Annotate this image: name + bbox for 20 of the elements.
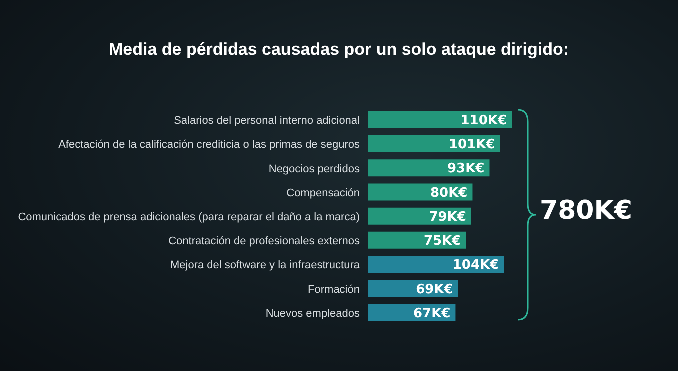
data-label: 101K€	[448, 138, 496, 153]
data-label: 69K€	[416, 282, 454, 298]
data-label: 79K€	[429, 210, 466, 225]
data-label: 104K€	[452, 258, 500, 274]
y-tick-label: Contratación de profesionales externos	[168, 236, 360, 248]
chart-title: Media de pérdidas causadas por un solo ataque dirigido:	[108, 40, 570, 60]
y-tick-label: Nuevos empleados	[266, 308, 360, 320]
y-tick-label: Salarios del personal interno adicional	[174, 115, 360, 128]
data-label: 93K€	[448, 162, 485, 177]
data-label: 80K€	[430, 186, 468, 201]
y-tick-label: Negocios perdidos	[268, 163, 360, 176]
data-label: 110K€	[460, 113, 507, 128]
text: 780K€	[540, 196, 633, 226]
y-tick-label: Comunicados de prensa adicionales (para reparar el daño a la marca)	[18, 212, 360, 224]
y-tick-label: Mejora del software y la infraestructura	[170, 260, 361, 272]
y-tick-label: Formación	[308, 284, 360, 296]
data-label: 67K€	[413, 306, 451, 322]
data-label: 75K€	[424, 234, 462, 250]
y-tick-label: Compensación	[286, 187, 360, 200]
y-tick-label: Afectación de la calificación crediticia o las primas de seguros	[58, 139, 360, 152]
